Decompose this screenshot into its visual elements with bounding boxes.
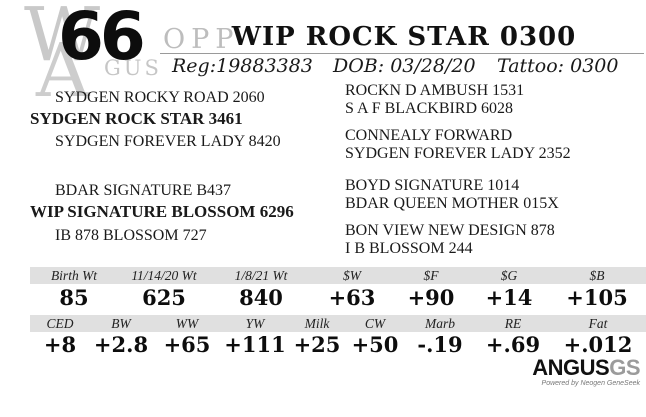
dam-granddam: IB 878 BLOSSOM 727 [55, 227, 207, 244]
weights-header-cell: 11/14/20 Wt [131, 268, 197, 283]
sire-granddam: SYDGEN FOREVER LADY 8420 [55, 133, 281, 150]
epd-value-cell: +8 [43, 332, 77, 357]
angus-gs-logo-gs: GS [609, 355, 640, 380]
epd-header-cell: Fat [588, 316, 608, 331]
watermark-logo-opp: OPP [163, 24, 240, 55]
sire-name: SYDGEN ROCK STAR 3461 [30, 109, 243, 128]
angus-gs-tagline: Powered by Neogen GeneSeek [541, 380, 640, 387]
angus-gs-logo: ANGUSGS [532, 357, 640, 379]
weights-value-cell: 840 [239, 285, 283, 310]
watermark-logo-a: A [36, 28, 90, 114]
sire-ggparent-4: SYDGEN FOREVER LADY 2352 [345, 145, 571, 162]
epd-value-cell: +2.8 [93, 332, 149, 357]
sire-ggparent-2: S A F BLACKBIRD 6028 [345, 100, 514, 117]
date-of-birth: DOB: 03/28/20 [333, 55, 476, 77]
weights-value-cell: 85 [59, 285, 89, 310]
epd-header-cell: WW [175, 316, 199, 331]
weights-header-row: Birth Wt 11/14/20 Wt 1/8/21 Wt $W $F $G … [30, 267, 646, 284]
weights-value-cell: +105 [566, 285, 628, 310]
dam-ggparent-3: BON VIEW NEW DESIGN 878 [345, 222, 555, 239]
sire-grandsire: SYDGEN ROCKY ROAD 2060 [55, 89, 265, 106]
sire-ggparent-3: CONNEALY FORWARD [345, 127, 513, 144]
weights-header-cell: $F [423, 268, 439, 283]
epd-header-cell: BW [111, 316, 131, 331]
epd-value-cell: +.012 [563, 332, 633, 357]
dam-ggparent-1: BOYD SIGNATURE 1014 [345, 177, 520, 194]
sire-ggparent-1: ROCKN D AMBUSH 1531 [345, 82, 525, 99]
epd-value-cell: +.69 [485, 332, 541, 357]
epd-value-cell: +65 [163, 332, 211, 357]
epd-value-cell: +25 [293, 332, 341, 357]
weights-header-cell: $B [589, 268, 605, 283]
epd-header-cell: Milk [304, 316, 330, 331]
epd-value-cell: +111 [224, 332, 286, 357]
registration-number: Reg:19883383 [172, 55, 313, 77]
angus-gs-logo-angus: ANGUS [532, 355, 610, 380]
weights-value-cell: +63 [328, 285, 376, 310]
epd-header-cell: Marb [425, 316, 455, 331]
dam-grandsire: BDAR SIGNATURE B437 [55, 182, 232, 199]
weights-header-cell: 1/8/21 Wt [234, 268, 288, 283]
title-underline [160, 53, 644, 54]
watermark-logo-w: W [24, 0, 101, 78]
animal-name-title: WIP ROCK STAR 0300 [231, 22, 577, 52]
epd-value-cell: +50 [351, 332, 399, 357]
tattoo-number: Tattoo: 0300 [497, 55, 619, 77]
epd-value-row: +8 +2.8 +65 +111 +25 +50 -.19 +.69 +.012 [30, 332, 646, 357]
weights-value-cell: +90 [407, 285, 455, 310]
dam-ggparent-2: BDAR QUEEN MOTHER 015X [345, 195, 559, 212]
epd-header-cell: YW [245, 316, 265, 331]
weights-header-cell: $W [343, 268, 361, 283]
epd-header-row: CED BW WW YW Milk CW Marb RE Fat [30, 315, 646, 332]
epd-header-cell: CW [364, 316, 386, 331]
weights-value-cell: +14 [485, 285, 533, 310]
lot-number: 66 [58, 0, 146, 75]
weights-value-row: 85 625 840 +63 +90 +14 +105 [30, 285, 646, 310]
dam-ggparent-4: I B BLOSSOM 244 [345, 240, 473, 257]
epd-header-cell: CED [46, 316, 74, 331]
epd-header-cell: RE [504, 316, 522, 331]
watermark-logo-gus: GUS [104, 56, 162, 80]
weights-value-cell: 625 [142, 285, 186, 310]
weights-header-cell: $G [500, 268, 518, 283]
dam-name: WIP SIGNATURE BLOSSOM 6296 [30, 202, 294, 221]
epd-value-cell: -.19 [417, 332, 463, 357]
weights-header-cell: Birth Wt [50, 268, 98, 283]
